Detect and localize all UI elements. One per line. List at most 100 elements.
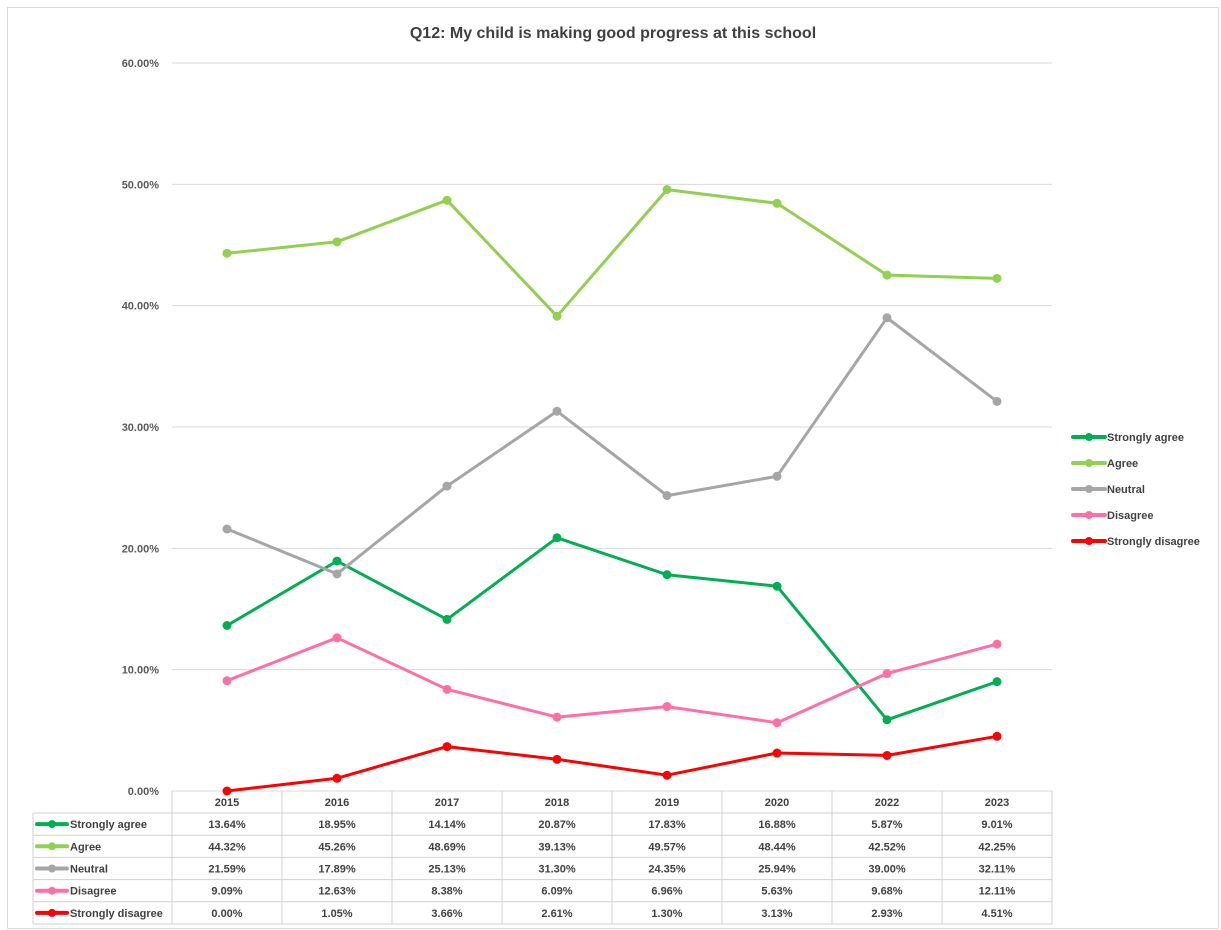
- table-series-name: Neutral: [70, 864, 108, 876]
- series-layer: [222, 185, 1002, 796]
- data-point: [442, 614, 452, 624]
- series-line-neutral: [225, 316, 999, 576]
- x-tick-label: 2020: [765, 797, 789, 809]
- y-tick-label: 60.00%: [122, 58, 160, 70]
- table-cell-value: 5.63%: [761, 886, 792, 898]
- table-series-name: Strongly disagree: [70, 908, 163, 920]
- y-tick-label: 40.00%: [122, 301, 160, 313]
- legend-key-marker: [1085, 433, 1093, 441]
- table-cell-value: 48.69%: [428, 841, 466, 853]
- legend-key-marker: [1085, 485, 1093, 493]
- table-legend-key-marker: [48, 842, 56, 851]
- series-line-strongly-agree: [225, 536, 999, 722]
- x-tick-label: 2017: [435, 797, 459, 809]
- data-point: [772, 581, 782, 591]
- y-tick-label: 10.00%: [122, 665, 160, 677]
- table-cell-value: 49.57%: [648, 841, 686, 853]
- data-point: [442, 481, 452, 491]
- table-cell-value: 6.96%: [651, 886, 682, 898]
- data-point: [882, 270, 892, 280]
- data-table: 2015 2016 2017 2018 2019 2020 2022 2023 Strongly…: [32, 791, 1053, 925]
- data-point: [552, 712, 562, 722]
- table-cell-value: 45.26%: [318, 841, 356, 853]
- table-cell-value: 9.01%: [981, 819, 1012, 831]
- series-line-strongly-disagree: [225, 734, 999, 793]
- table-cell-value: 6.09%: [541, 886, 572, 898]
- legend-label: Strongly agree: [1107, 432, 1184, 444]
- data-point: [332, 556, 342, 566]
- table-cell-value: 12.63%: [318, 886, 356, 898]
- y-tick-label: 20.00%: [122, 543, 160, 555]
- data-point: [662, 770, 672, 780]
- table-series-name: Disagree: [70, 886, 116, 898]
- legend-key-marker: [1085, 511, 1093, 519]
- data-point: [552, 311, 562, 321]
- x-tick-label: 2022: [875, 797, 899, 809]
- series-line-disagree: [225, 636, 999, 725]
- table-cell-value: 3.66%: [431, 908, 462, 920]
- table-cell-value: 42.52%: [868, 841, 906, 853]
- y-axis-ticks: 0.00% 10.00% 20.00% 30.00% 40.00% 50.00% 60.00…: [122, 58, 160, 798]
- data-point: [552, 533, 562, 543]
- data-point: [772, 471, 782, 481]
- y-tick-label: 0.00%: [128, 786, 159, 798]
- data-point: [882, 715, 892, 725]
- legend-label: Agree: [1107, 458, 1138, 470]
- table-cell-value: 48.44%: [758, 841, 796, 853]
- data-point: [332, 633, 342, 643]
- data-point: [992, 677, 1002, 687]
- chart-frame: [7, 7, 1219, 929]
- table-legend-key-marker: [48, 908, 56, 917]
- data-point: [222, 621, 232, 631]
- table-cell-value: 39.00%: [868, 864, 906, 876]
- legend-label: Strongly disagree: [1107, 536, 1200, 548]
- table-cell-value: 20.87%: [538, 819, 576, 831]
- table-cell-value: 44.32%: [208, 841, 246, 853]
- data-point: [442, 742, 452, 752]
- table-cell-value: 0.00%: [211, 908, 242, 920]
- data-point: [552, 754, 562, 764]
- table-cell-value: 25.13%: [428, 864, 466, 876]
- table-cell-value: 2.93%: [871, 908, 902, 920]
- data-point: [332, 237, 342, 247]
- legend-key-marker: [1085, 537, 1093, 545]
- series-line-agree: [225, 188, 999, 318]
- data-point: [662, 702, 672, 712]
- x-tick-label: 2016: [325, 797, 349, 809]
- table-cell-value: 25.94%: [758, 864, 796, 876]
- table-cell-value: 31.30%: [538, 864, 576, 876]
- table-cell-value: 8.38%: [431, 886, 462, 898]
- legend-key-marker: [1085, 459, 1093, 467]
- chart-title: Q12: My child is making good progress at…: [410, 25, 816, 42]
- table-cell-value: 17.89%: [318, 864, 356, 876]
- table-cell-value: 9.09%: [211, 886, 242, 898]
- data-point: [222, 676, 232, 686]
- data-point: [662, 570, 672, 580]
- table-legend-key-marker: [48, 820, 56, 829]
- data-point: [992, 731, 1002, 741]
- table-series-name: Agree: [70, 841, 101, 853]
- data-point: [992, 639, 1002, 649]
- data-point: [332, 569, 342, 579]
- data-point: [992, 273, 1002, 283]
- data-point: [772, 718, 782, 728]
- table-cell-value: 39.13%: [538, 841, 576, 853]
- table-cell-value: 18.95%: [318, 819, 356, 831]
- table-legend-key-marker: [48, 864, 56, 873]
- table-cell-value: 24.35%: [648, 864, 686, 876]
- legend: Strongly agree Agree Neutral Disagree Strong…: [1071, 432, 1200, 548]
- x-tick-label: 2015: [215, 797, 239, 809]
- data-point: [882, 750, 892, 760]
- x-tick-label: 2018: [545, 797, 569, 809]
- y-tick-label: 50.00%: [122, 179, 160, 191]
- data-point: [882, 313, 892, 323]
- table-cell-value: 5.87%: [871, 819, 902, 831]
- legend-label: Neutral: [1107, 484, 1145, 496]
- table-cell-value: 9.68%: [871, 886, 902, 898]
- data-point: [662, 185, 672, 195]
- y-tick-label: 30.00%: [122, 422, 160, 434]
- table-cell-value: 32.11%: [979, 864, 1016, 876]
- data-point: [772, 748, 782, 758]
